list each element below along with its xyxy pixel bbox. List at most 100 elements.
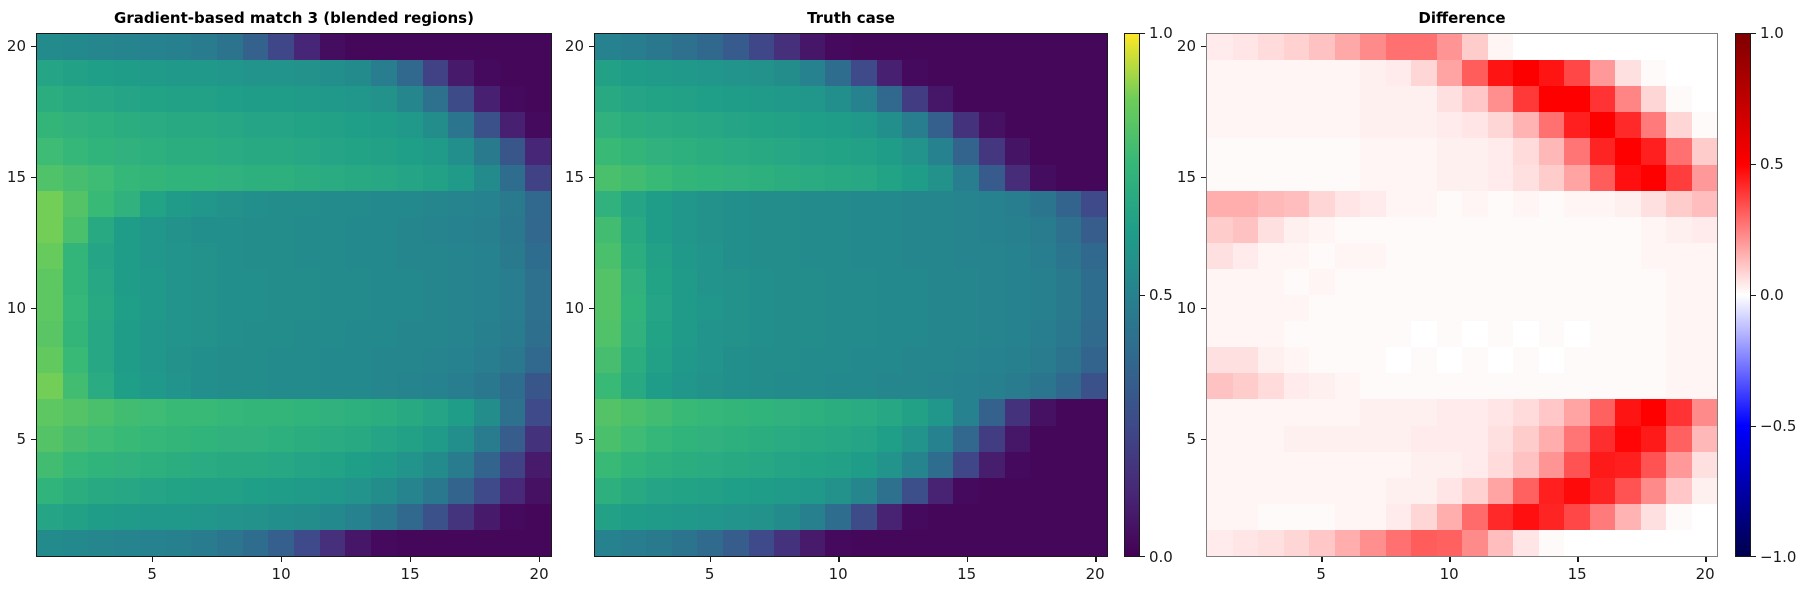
heatmap-cell xyxy=(242,112,269,139)
heatmap-cell xyxy=(1232,164,1258,191)
heatmap-cell xyxy=(723,295,749,322)
heatmap-cell xyxy=(191,347,217,374)
heatmap-cell xyxy=(371,164,397,191)
heatmap-cell xyxy=(1081,164,1107,191)
heatmap-cell xyxy=(1207,529,1233,556)
heatmap-cell xyxy=(37,425,63,452)
heatmap-cell xyxy=(62,60,89,87)
heatmap-cell xyxy=(1207,138,1233,165)
heatmap-cell xyxy=(825,321,851,348)
heatmap-cell xyxy=(1207,242,1233,269)
heatmap-cell xyxy=(1615,373,1641,400)
heatmap-cell xyxy=(191,321,217,348)
heatmap-cell xyxy=(851,216,877,243)
heatmap-cell xyxy=(114,112,140,139)
heatmap-cell xyxy=(1081,190,1107,217)
heatmap-cell xyxy=(345,268,372,295)
heatmap-cell xyxy=(88,190,115,217)
heatmap-cell xyxy=(1487,164,1513,191)
heatmap-cell xyxy=(799,34,826,61)
heatmap-cell xyxy=(697,321,723,348)
heatmap-cell xyxy=(1081,347,1107,374)
heatmap-cell xyxy=(1487,451,1513,478)
heatmap-cell xyxy=(646,164,672,191)
heatmap-cell xyxy=(139,60,166,87)
heatmap-cell xyxy=(525,425,551,452)
heatmap-cell xyxy=(646,347,672,374)
heatmap-cell xyxy=(62,164,89,191)
heatmap-cell xyxy=(979,268,1005,295)
heatmap-cell xyxy=(646,295,672,322)
heatmap-cell xyxy=(88,268,115,295)
heatmap-cell xyxy=(114,425,140,452)
heatmap-cell xyxy=(216,164,243,191)
colorbar-tick-label: 0.5 xyxy=(1760,155,1784,173)
heatmap-cell xyxy=(114,503,140,530)
heatmap-cell xyxy=(697,503,723,530)
heatmap-cell xyxy=(268,295,294,322)
heatmap-cell xyxy=(1411,529,1437,556)
heatmap-cell xyxy=(1589,373,1615,400)
heatmap-cell xyxy=(697,242,723,269)
heatmap-cell xyxy=(1564,216,1590,243)
heatmap-cell xyxy=(723,86,749,113)
heatmap-cell xyxy=(876,425,903,452)
heatmap-cell xyxy=(671,190,698,217)
x-tick-label: 20 xyxy=(529,565,549,583)
heatmap-cell xyxy=(422,268,449,295)
heatmap-cell xyxy=(1691,503,1717,530)
panel-title-gradient-match: Gradient-based match 3 (blended regions) xyxy=(114,9,474,27)
heatmap-cell xyxy=(825,60,851,87)
heatmap-cell xyxy=(37,112,63,139)
heatmap-cell xyxy=(216,268,243,295)
heatmap-cell xyxy=(165,112,192,139)
heatmap-cell xyxy=(902,477,928,504)
heatmap-cell xyxy=(371,477,397,504)
heatmap-cell xyxy=(979,164,1005,191)
heatmap-cell xyxy=(1411,60,1437,87)
heatmap-cell xyxy=(774,138,800,165)
heatmap-cell xyxy=(1487,216,1513,243)
heatmap-cell xyxy=(1334,242,1360,269)
heatmap-cell xyxy=(1564,295,1590,322)
heatmap-cell xyxy=(1258,164,1284,191)
heatmap-cell xyxy=(595,321,621,348)
heatmap-cell xyxy=(345,242,372,269)
heatmap-cell xyxy=(396,477,423,504)
heatmap-cell xyxy=(114,34,140,61)
heatmap-cell xyxy=(1411,242,1437,269)
heatmap-cell xyxy=(902,425,928,452)
heatmap-cell xyxy=(422,321,449,348)
heatmap-cell xyxy=(473,190,500,217)
heatmap-cell xyxy=(499,268,526,295)
heatmap-cell xyxy=(1232,112,1258,139)
heatmap-cell xyxy=(876,477,903,504)
heatmap-cell xyxy=(1258,295,1284,322)
colorbar-tick-label: 0.0 xyxy=(1760,286,1784,304)
heatmap-cell xyxy=(448,373,474,400)
heatmap-cell xyxy=(396,164,423,191)
heatmap-cell xyxy=(1004,295,1031,322)
heatmap-cell xyxy=(1436,242,1462,269)
heatmap-cell xyxy=(697,34,723,61)
heatmap-cell xyxy=(1207,268,1233,295)
heatmap-cell xyxy=(620,164,647,191)
heatmap-cell xyxy=(1081,112,1107,139)
heatmap-cell xyxy=(953,503,979,530)
heatmap-cell xyxy=(927,60,954,87)
heatmap-cell xyxy=(748,529,775,556)
heatmap-cell xyxy=(825,529,851,556)
heatmap-cell xyxy=(979,86,1005,113)
heatmap-cell xyxy=(825,451,851,478)
heatmap-cell xyxy=(1081,477,1107,504)
heatmap-cell xyxy=(1030,477,1056,504)
heatmap-cell xyxy=(748,86,775,113)
heatmap-cell xyxy=(1640,242,1666,269)
heatmap-cell xyxy=(646,268,672,295)
heatmap-cell xyxy=(748,216,775,243)
heatmap-cell xyxy=(448,190,474,217)
heatmap-cell xyxy=(1309,425,1335,452)
heatmap-cell xyxy=(1462,190,1488,217)
heatmap-cell xyxy=(88,242,115,269)
x-tick-mark xyxy=(152,557,154,562)
